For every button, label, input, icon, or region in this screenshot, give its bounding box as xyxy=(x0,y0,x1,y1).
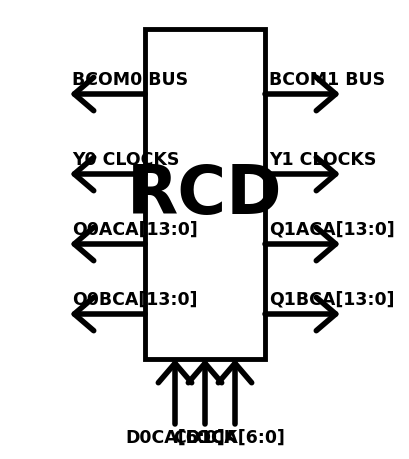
Text: Q1ACA[13:0]: Q1ACA[13:0] xyxy=(268,220,394,239)
Text: RCD: RCD xyxy=(127,162,282,228)
Text: BCOM0 BUS: BCOM0 BUS xyxy=(72,71,188,89)
Text: Q0BCA[13:0]: Q0BCA[13:0] xyxy=(72,291,197,308)
Text: Q1BCA[13:0]: Q1BCA[13:0] xyxy=(268,291,393,308)
Text: D0CA[6:0]: D0CA[6:0] xyxy=(125,428,225,446)
Bar xyxy=(145,30,264,359)
Text: Q0ACA[13:0]: Q0ACA[13:0] xyxy=(72,220,197,239)
Text: BCOM1 BUS: BCOM1 BUS xyxy=(268,71,384,89)
Text: Y0 CLOCKS: Y0 CLOCKS xyxy=(72,151,179,168)
Text: D1CA[6:0]: D1CA[6:0] xyxy=(184,428,284,446)
Text: CLOCK: CLOCK xyxy=(173,428,236,446)
Text: Y1 CLOCKS: Y1 CLOCKS xyxy=(268,151,375,168)
